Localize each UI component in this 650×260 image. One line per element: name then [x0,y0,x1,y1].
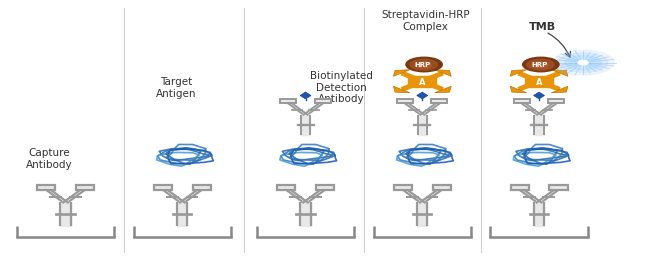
Circle shape [532,62,548,68]
Text: A: A [419,78,426,87]
Circle shape [565,55,601,70]
Bar [525,76,553,87]
FancyBboxPatch shape [548,99,564,103]
FancyBboxPatch shape [514,99,530,103]
Text: A: A [536,78,542,87]
FancyBboxPatch shape [315,99,331,103]
Polygon shape [510,86,526,93]
FancyBboxPatch shape [433,185,451,190]
Text: TMB: TMB [528,22,556,32]
Circle shape [578,61,588,65]
Polygon shape [435,70,451,76]
FancyBboxPatch shape [154,185,172,190]
Polygon shape [551,70,568,76]
Polygon shape [393,70,410,76]
Polygon shape [435,86,451,93]
FancyBboxPatch shape [510,185,528,190]
Text: Target
Antigen: Target Antigen [155,77,196,99]
Circle shape [577,60,590,65]
FancyBboxPatch shape [277,185,295,190]
FancyBboxPatch shape [432,99,447,103]
FancyBboxPatch shape [37,185,55,190]
FancyBboxPatch shape [76,185,94,190]
Text: HRP: HRP [531,62,547,68]
Polygon shape [417,92,428,99]
Circle shape [410,59,437,70]
FancyBboxPatch shape [192,185,211,190]
Text: HRP: HRP [414,62,430,68]
Circle shape [406,57,442,72]
Text: Capture
Antibody: Capture Antibody [26,148,73,170]
Polygon shape [510,70,526,76]
Circle shape [552,50,614,75]
Circle shape [526,59,554,70]
Text: Biotinylated
Detection
Antibody: Biotinylated Detection Antibody [310,71,372,104]
FancyBboxPatch shape [397,99,413,103]
Polygon shape [393,86,410,93]
Circle shape [523,57,559,72]
FancyBboxPatch shape [280,99,296,103]
Polygon shape [534,92,545,99]
Polygon shape [551,86,568,93]
Circle shape [415,62,432,68]
Circle shape [558,53,608,73]
FancyBboxPatch shape [394,185,412,190]
Polygon shape [300,92,311,99]
Circle shape [571,58,595,67]
FancyBboxPatch shape [549,185,567,190]
Text: Streptavidin-HRP
Complex: Streptavidin-HRP Complex [381,10,470,32]
Bar [408,76,436,87]
FancyBboxPatch shape [316,185,334,190]
